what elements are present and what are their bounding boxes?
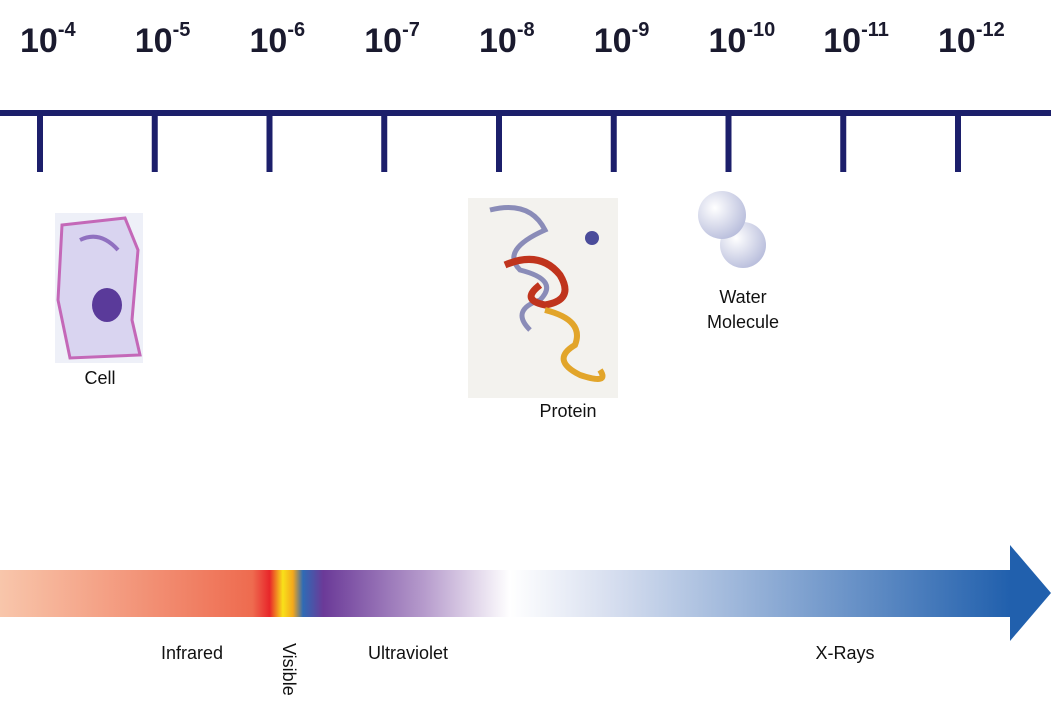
- tick: [266, 113, 273, 172]
- tick: [610, 113, 617, 172]
- water-label: Molecule: [707, 312, 779, 332]
- scale-exponent: -10: [746, 19, 775, 41]
- scale-base: 10: [709, 22, 747, 60]
- scale-label: 10-10: [709, 19, 776, 60]
- ultraviolet-label: Ultraviolet: [368, 643, 448, 663]
- infrared-label: Infrared: [161, 643, 223, 663]
- scale-base: 10: [823, 22, 861, 60]
- tick: [381, 113, 388, 172]
- tick: [840, 113, 847, 172]
- scale-axis: [0, 110, 1051, 116]
- scale-exponent: -7: [402, 19, 420, 41]
- scale-base: 10: [364, 22, 402, 60]
- scale-label: 10-12: [938, 19, 1005, 60]
- xrays-label: X-Rays: [815, 643, 874, 663]
- scale-base: 10: [250, 22, 288, 60]
- scale-label: 10-7: [364, 19, 420, 60]
- tick: [955, 113, 961, 172]
- tick: [496, 113, 502, 172]
- cell-image: [55, 213, 143, 363]
- tick: [151, 113, 158, 172]
- scale-label: 10-8: [479, 19, 535, 60]
- scale-base: 10: [938, 22, 976, 60]
- tick: [37, 113, 43, 172]
- tick: [725, 113, 732, 172]
- scale-ticks: [37, 113, 961, 172]
- scale-label: 10-9: [594, 19, 650, 60]
- scale-base: 10: [20, 22, 58, 60]
- scale-exponent: -9: [632, 19, 650, 41]
- scale-exponent: -11: [861, 19, 889, 41]
- scale-exponent: -6: [287, 19, 305, 41]
- scale-exponent: -8: [517, 19, 535, 41]
- visible-label: Visible: [279, 643, 299, 696]
- scale-label: 10-5: [135, 19, 191, 60]
- protein-image: [468, 198, 618, 398]
- scale-base: 10: [135, 22, 173, 60]
- spectrum-arrow: [0, 545, 1051, 641]
- scale-base: 10: [479, 22, 517, 60]
- protein-label: Protein: [539, 401, 596, 421]
- scale-label: 10-11: [823, 19, 889, 60]
- scale-exponent: -12: [976, 19, 1005, 41]
- water-label: Water: [719, 287, 766, 307]
- scale-exponent: -4: [58, 19, 77, 41]
- cell-label: Cell: [84, 368, 115, 388]
- scale-exponent: -5: [173, 19, 191, 41]
- water-molecule-image: [698, 191, 766, 268]
- scale-label: 10-4: [20, 19, 76, 60]
- scale-base: 10: [594, 22, 632, 60]
- scale-label: 10-6: [250, 19, 306, 60]
